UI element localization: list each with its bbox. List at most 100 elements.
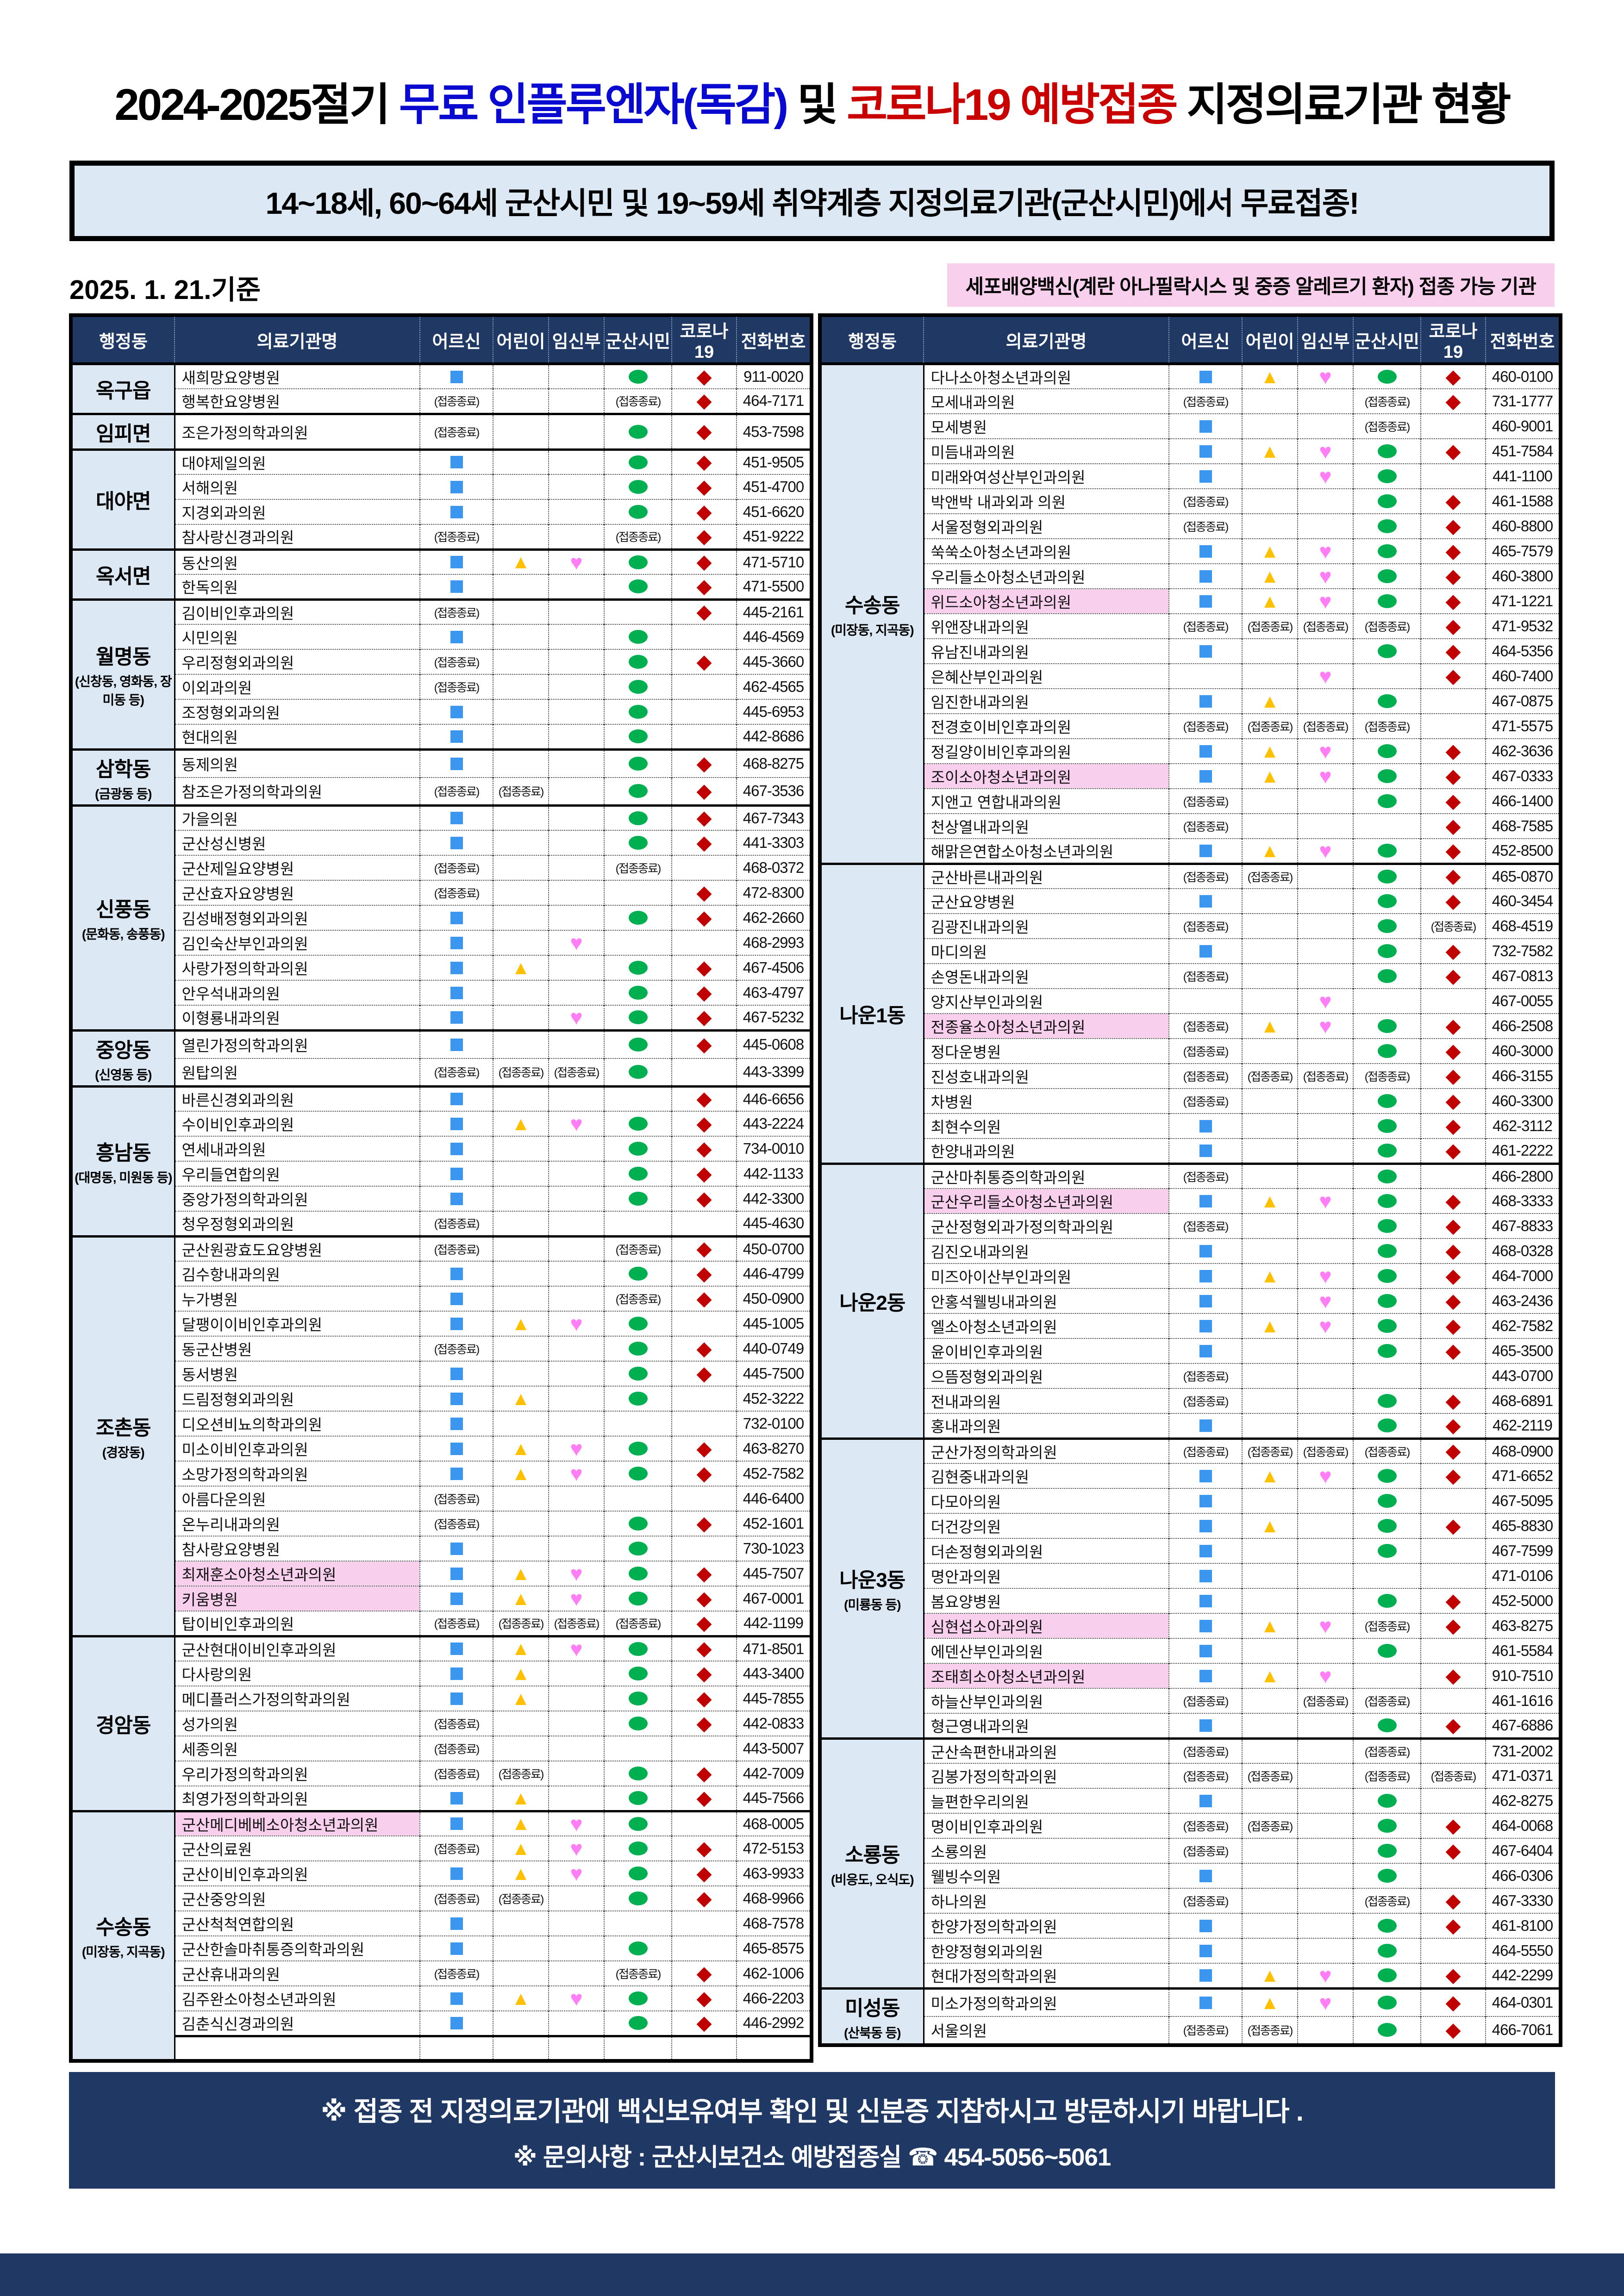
status-cell-어린이 xyxy=(493,1029,549,1058)
status-cell-어린이: ▲ xyxy=(1242,1263,1298,1288)
status-cell-임신부 xyxy=(1297,2016,1353,2045)
ended-label: (접종종료) xyxy=(1364,396,1411,409)
phone-number: 442-1199 xyxy=(736,1611,812,1636)
status-cell-어르신 xyxy=(419,1111,493,1136)
title-flu: 무료 인플루엔자(독감) xyxy=(399,80,788,130)
covid19-available-icon: ◆ xyxy=(1445,390,1461,412)
status-cell-임신부: ♥ xyxy=(1297,763,1353,789)
district-name: 나운2동 xyxy=(839,1292,906,1314)
district-name: 미성동 xyxy=(845,1997,900,2020)
district-subareas: (문화동, 송풍동) xyxy=(81,927,165,941)
status-cell-군산시민 xyxy=(604,880,672,905)
covid19-available-icon: ◆ xyxy=(1445,565,1461,587)
citizen-available-icon xyxy=(1377,969,1397,983)
elderly-available-icon xyxy=(450,1992,463,2005)
ended-label: (접종종료) xyxy=(434,1618,480,1631)
citizen-available-icon xyxy=(1377,944,1397,958)
status-cell-코로나19: ◆ xyxy=(1420,1288,1486,1313)
covid19-available-icon: ◆ xyxy=(696,575,712,597)
status-cell-임신부 xyxy=(548,412,604,449)
status-cell-임신부 xyxy=(1297,638,1353,664)
citizen-available-icon xyxy=(628,630,648,644)
ended-label: (접종종료) xyxy=(615,1243,662,1257)
status-cell-군산시민 xyxy=(1353,1263,1421,1288)
status-cell-어린이: ▲ xyxy=(493,1985,549,2011)
citizen-available-icon xyxy=(628,1542,648,1556)
status-cell-임신부 xyxy=(548,880,604,905)
pregnant-available-icon: ♥ xyxy=(1319,589,1332,613)
status-cell-코로나19: ◆ xyxy=(671,980,737,1005)
phone-number: 468-9966 xyxy=(736,1885,812,1911)
district-cell: 나운1동 xyxy=(820,862,924,1164)
ended-label: (접종종료) xyxy=(1183,1770,1229,1783)
status-cell-군산시민 xyxy=(1353,1313,1421,1338)
covid19-available-icon: ◆ xyxy=(1445,1314,1461,1337)
citizen-available-icon xyxy=(628,1667,648,1680)
status-cell-군산시민 xyxy=(1353,362,1421,389)
citizen-available-icon xyxy=(1377,1794,1397,1808)
status-cell-어린이 xyxy=(493,1511,549,1536)
status-cell-어르신: (접종종료) xyxy=(1168,913,1242,939)
status-cell-임신부 xyxy=(548,1085,604,1111)
elderly-available-icon xyxy=(450,1167,463,1180)
status-cell-임신부: ♥ xyxy=(1297,1963,1353,1988)
table-row: 유남진내과의원 ◆ 464-5356 xyxy=(820,638,1561,664)
phone-number: 731-1777 xyxy=(1485,388,1561,414)
district-name: 삼학동 xyxy=(96,758,151,781)
institution-name: 한양가정의학과의원 xyxy=(923,1913,1169,1938)
elderly-available-icon xyxy=(1199,1669,1212,1682)
phone-number: 466-1400 xyxy=(1485,788,1561,814)
status-cell-코로나19: ◆ xyxy=(1420,488,1486,514)
child-available-icon: ▲ xyxy=(511,1113,531,1134)
status-cell-임신부: ♥ xyxy=(1297,1288,1353,1313)
citizen-available-icon xyxy=(1377,569,1397,583)
citizen-available-icon xyxy=(628,1991,648,2005)
phone-number: 446-4799 xyxy=(736,1261,812,1286)
status-cell-코로나19: ◆ xyxy=(1420,1513,1486,1538)
status-cell-어린이 xyxy=(1242,938,1298,964)
status-cell-임신부: ♥ xyxy=(548,548,604,574)
institution-name: 동서병원 xyxy=(174,1361,420,1386)
child-available-icon: ▲ xyxy=(1260,1265,1280,1287)
table-row xyxy=(71,2035,812,2061)
elderly-available-icon xyxy=(1199,1244,1212,1257)
table-row: 김주완소아청소년과의원 ▲ ♥ ◆ 466-2203 xyxy=(71,1985,812,2011)
status-cell-어린이 xyxy=(493,930,549,955)
status-cell-어르신: (접종종료) xyxy=(1168,1888,1242,1913)
elderly-available-icon xyxy=(1199,1594,1212,1607)
status-cell-코로나19: ◆ xyxy=(1420,1713,1486,1738)
institution-name: 청우정형외과의원 xyxy=(174,1211,420,1236)
institution-name: 홍내과의원 xyxy=(923,1413,1169,1438)
status-cell-군산시민 xyxy=(1353,1288,1421,1313)
status-cell-어르신 xyxy=(419,1286,493,1311)
district-cell: 신풍동 (문화동, 송풍동) xyxy=(71,804,175,1030)
status-cell-임신부 xyxy=(548,1029,604,1058)
status-cell-군산시민 xyxy=(604,1311,672,1336)
table-row: 옥구읍 새희망요양병원 ◆ 911-0020 xyxy=(71,362,812,414)
covid19-available-icon: ◆ xyxy=(1445,1814,1461,1837)
phone-number: 467-6886 xyxy=(1485,1713,1561,1738)
child-available-icon: ▲ xyxy=(1260,765,1280,787)
citizen-available-icon xyxy=(628,961,648,975)
phone-number: 732-0100 xyxy=(736,1411,812,1436)
status-cell-임신부: ♥ xyxy=(1297,838,1353,864)
status-cell-군산시민: (접종종료) xyxy=(1353,413,1421,439)
status-cell-어르신 xyxy=(419,1561,493,1586)
status-cell-군산시민 xyxy=(1353,1013,1421,1039)
citizen-available-icon xyxy=(1377,1269,1397,1283)
status-cell-어르신 xyxy=(1168,1188,1242,1213)
status-cell-임신부 xyxy=(1297,1763,1353,1788)
phone-number: 471-5575 xyxy=(1485,713,1561,739)
ended-label: (접종종료) xyxy=(434,785,480,798)
institution-name: 더손정형외과의원 xyxy=(923,1538,1169,1563)
status-cell-어르신: (접종종료) xyxy=(1168,713,1242,739)
status-cell-군산시민 xyxy=(604,930,672,955)
status-cell-임신부: ♥ xyxy=(1297,1013,1353,1039)
status-cell-코로나19 xyxy=(1420,1488,1486,1513)
status-cell-어르신: (접종종료) xyxy=(419,1836,493,1861)
status-cell-코로나19 xyxy=(1420,1737,1486,1763)
phone-number: 460-9001 xyxy=(1485,413,1561,439)
column-header-임신부: 임신부 xyxy=(1297,315,1353,365)
institution-name: 미래와여성산부인과의원 xyxy=(923,463,1169,489)
covid19-available-icon: ◆ xyxy=(1445,1089,1461,1112)
